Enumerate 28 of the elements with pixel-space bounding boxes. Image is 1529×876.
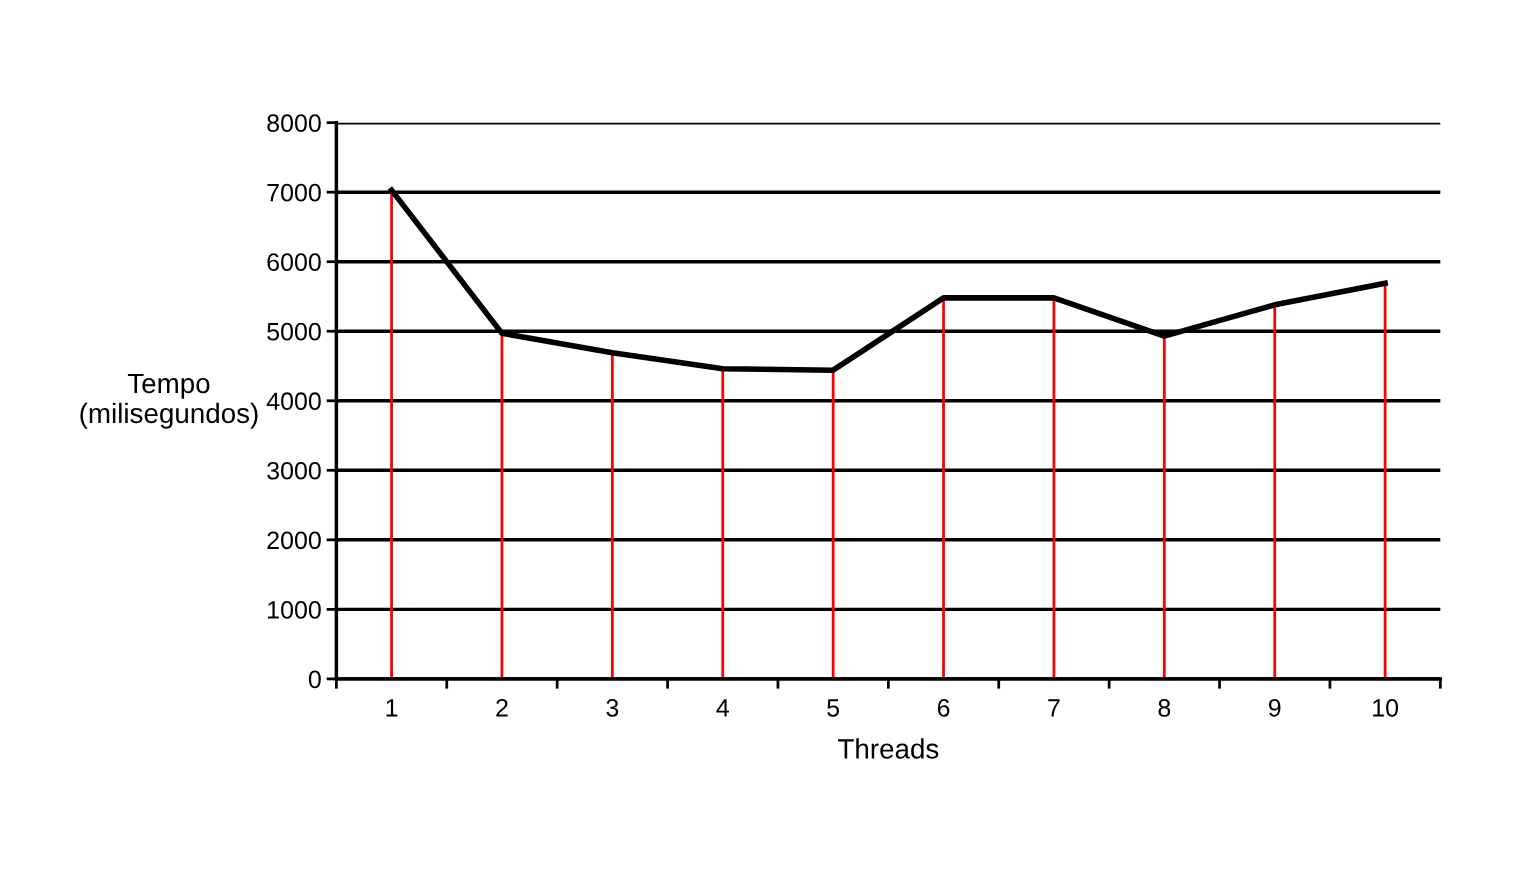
- x-tick-label: 4: [716, 699, 729, 717]
- bar: [721, 368, 725, 679]
- y-tick-label: 7000: [267, 183, 321, 202]
- y-tick-label: 4000: [266, 392, 321, 411]
- bar: [390, 190, 393, 679]
- bar: [610, 352, 614, 679]
- x-tick-label: 2: [496, 699, 508, 717]
- x-tick-label: 3: [606, 699, 619, 717]
- y-tick-label: 6000: [267, 253, 321, 272]
- bar: [831, 370, 835, 679]
- x-tick-label: 7: [1048, 699, 1060, 717]
- x-tick-label: 1: [386, 699, 398, 717]
- y-tick-label: 2000: [267, 531, 321, 550]
- x-tick-label: 9: [1268, 699, 1281, 717]
- y-tick-label: 1000: [268, 600, 321, 619]
- x-axis-title: Threads: [838, 738, 939, 759]
- x-tick-label: 6: [937, 699, 950, 717]
- y-tick-label: 8000: [267, 114, 321, 132]
- y-tick-label: 3000: [267, 461, 321, 480]
- y-tick-label: 5000: [267, 322, 321, 341]
- x-tick-label: 8: [1158, 699, 1171, 717]
- bar: [1162, 336, 1166, 679]
- x-tick-label: 5: [827, 699, 840, 717]
- y-axis-title: Tempo (milisegundos): [80, 373, 258, 429]
- bar: [1273, 304, 1277, 679]
- x-tick-label: 10: [1373, 699, 1399, 717]
- bar: [1383, 283, 1387, 679]
- y-tick-label: 0: [308, 670, 321, 689]
